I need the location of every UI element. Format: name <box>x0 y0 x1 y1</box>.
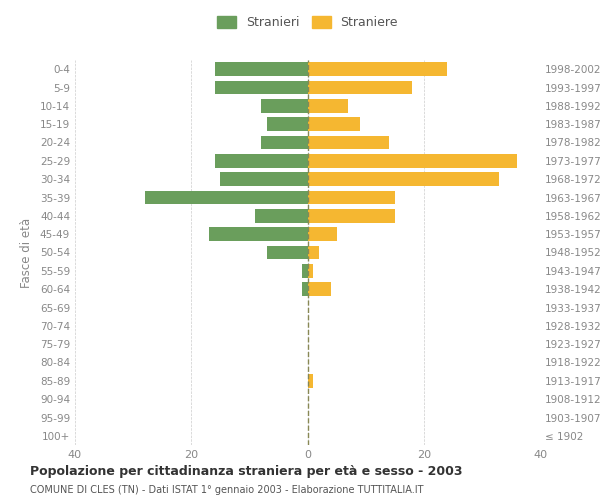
Legend: Stranieri, Straniere: Stranieri, Straniere <box>217 16 398 29</box>
Bar <box>308 118 360 131</box>
Bar <box>308 264 313 278</box>
Bar <box>267 246 308 260</box>
Bar <box>308 62 447 76</box>
Bar <box>220 172 308 186</box>
Bar <box>255 209 308 222</box>
Bar <box>308 154 517 168</box>
Bar <box>308 246 319 260</box>
Y-axis label: Fasce di età: Fasce di età <box>20 218 33 288</box>
Bar <box>302 264 308 278</box>
Text: COMUNE DI CLES (TN) - Dati ISTAT 1° gennaio 2003 - Elaborazione TUTTITALIA.IT: COMUNE DI CLES (TN) - Dati ISTAT 1° genn… <box>30 485 424 495</box>
Bar <box>308 80 412 94</box>
Bar <box>215 154 308 168</box>
Bar <box>261 99 308 112</box>
Bar <box>308 209 395 222</box>
Bar <box>308 136 389 149</box>
Bar <box>308 99 348 112</box>
Bar <box>302 282 308 296</box>
Bar <box>215 80 308 94</box>
Bar <box>308 374 313 388</box>
Bar <box>308 282 331 296</box>
Bar <box>308 172 499 186</box>
Bar <box>261 136 308 149</box>
Bar <box>267 118 308 131</box>
Bar <box>308 228 337 241</box>
Bar <box>209 228 308 241</box>
Bar <box>145 190 308 204</box>
Bar <box>308 190 395 204</box>
Text: Popolazione per cittadinanza straniera per età e sesso - 2003: Popolazione per cittadinanza straniera p… <box>30 465 463 478</box>
Bar <box>215 62 308 76</box>
